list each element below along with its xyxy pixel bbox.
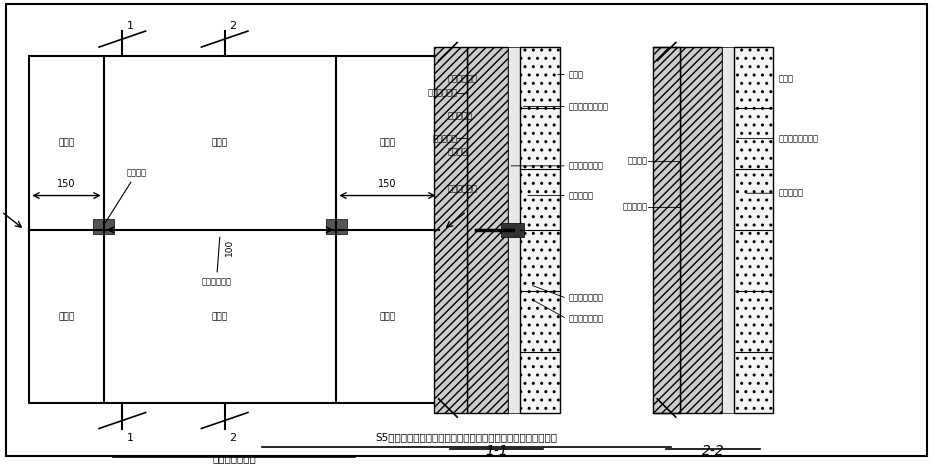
Text: 150: 150 xyxy=(378,178,397,189)
Text: 150: 150 xyxy=(57,178,76,189)
Text: 玻化砖: 玻化砖 xyxy=(380,312,396,321)
Bar xyxy=(29,56,439,404)
Bar xyxy=(722,47,734,412)
Text: 玻化砖: 玻化砖 xyxy=(569,70,584,79)
Text: 填缝剂填缝: 填缝剂填缝 xyxy=(569,191,593,200)
Text: 玻化砖: 玻化砖 xyxy=(59,138,75,148)
Text: 墙体抹灰层: 墙体抹灰层 xyxy=(623,202,648,212)
Text: 玻化砖背面开槽: 玻化砖背面开槽 xyxy=(569,294,604,303)
Text: 2: 2 xyxy=(230,433,236,443)
Bar xyxy=(93,219,114,234)
Text: 玻化砖: 玻化砖 xyxy=(778,75,793,83)
Text: 墙体抹灰层: 墙体抹灰层 xyxy=(432,134,457,143)
Text: 射钉固定: 射钉固定 xyxy=(448,148,467,157)
Text: 玻化砖强力粘结剂: 玻化砖强力粘结剂 xyxy=(569,102,609,111)
Bar xyxy=(521,47,560,412)
Bar xyxy=(466,47,508,412)
Text: 2: 2 xyxy=(230,21,236,31)
Text: 墙体抹灰层: 墙体抹灰层 xyxy=(448,111,473,120)
Bar xyxy=(434,47,466,412)
Text: 不锈钢混贴件: 不锈钢混贴件 xyxy=(202,237,231,287)
Bar xyxy=(652,47,680,412)
Text: 1: 1 xyxy=(127,433,134,443)
Text: 玻化砖强力粘结剂: 玻化砖强力粘结剂 xyxy=(778,134,818,143)
Text: 不锈钢混贴件: 不锈钢混贴件 xyxy=(448,184,478,193)
Bar xyxy=(326,219,346,234)
Text: 玻化砖: 玻化砖 xyxy=(59,312,75,321)
Text: 墙体基层: 墙体基层 xyxy=(628,157,648,166)
Text: 采用云石胶固定: 采用云石胶固定 xyxy=(569,315,604,323)
Text: 玻化砖: 玻化砖 xyxy=(212,138,228,148)
Text: 云石胶快速固定: 云石胶快速固定 xyxy=(569,161,604,171)
Text: 2-2: 2-2 xyxy=(702,445,724,459)
Text: 填缝剂填缝: 填缝剂填缝 xyxy=(778,189,803,198)
Text: 结构墙体基层: 结构墙体基层 xyxy=(427,88,457,97)
Bar xyxy=(501,223,524,237)
Text: 1: 1 xyxy=(127,21,134,31)
Bar xyxy=(734,47,773,412)
Text: 玻化砖: 玻化砖 xyxy=(380,138,396,148)
Bar xyxy=(680,47,722,412)
Text: 射钉固定: 射钉固定 xyxy=(105,168,147,223)
Text: 100: 100 xyxy=(225,239,234,256)
Text: 墙砖立面示意图: 墙砖立面示意图 xyxy=(212,453,256,464)
Text: 玻化砖: 玻化砖 xyxy=(212,312,228,321)
Text: 结构墙体基层: 结构墙体基层 xyxy=(448,75,478,83)
Bar xyxy=(508,47,521,412)
Text: S5工程精装修大堂墙面混贴工艺玻化砖混贴局部加强做法示意图: S5工程精装修大堂墙面混贴工艺玻化砖混贴局部加强做法示意图 xyxy=(375,432,558,442)
Text: 1-1: 1-1 xyxy=(485,445,508,459)
